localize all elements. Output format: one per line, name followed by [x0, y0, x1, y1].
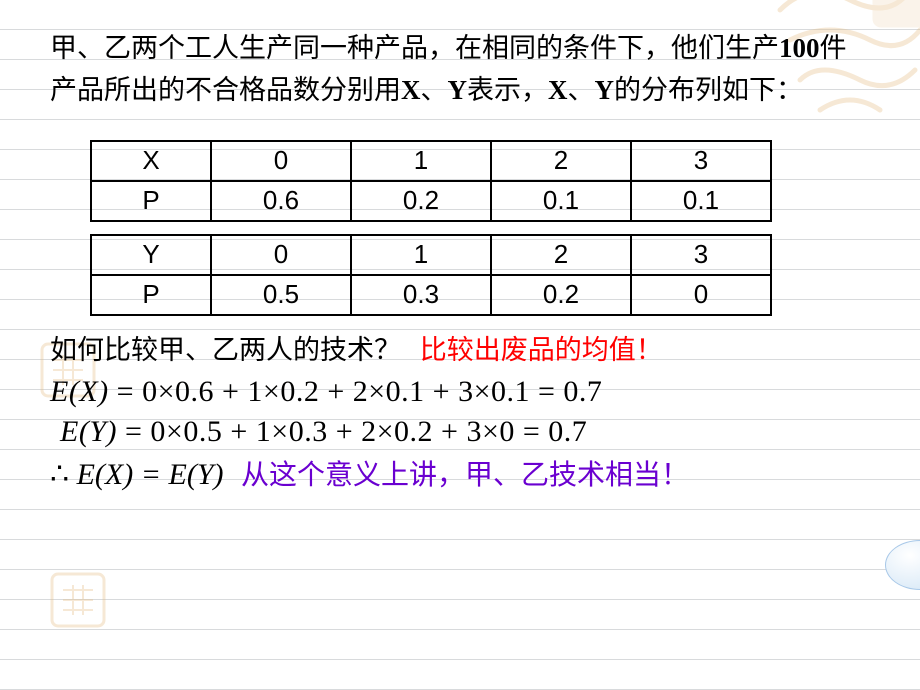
- cell: 2: [491, 141, 631, 181]
- cell: 0: [631, 275, 771, 315]
- conclusion-note: 从这个意义上讲，甲、乙技术相当！: [241, 460, 689, 491]
- var-y2: Y: [595, 75, 615, 105]
- question-line: 如何比较甲、乙两人的技术？ 比较出废品的均值！: [50, 328, 870, 367]
- cell: 0.1: [491, 181, 631, 221]
- cell: 0.6: [211, 181, 351, 221]
- cell: 0.2: [491, 275, 631, 315]
- var-y: Y: [448, 75, 468, 105]
- conclusion-line: ∴ E(X) = E(Y) 从这个意义上讲，甲、乙技术相当！: [50, 453, 870, 493]
- cell: 3: [631, 141, 771, 181]
- distribution-table-y: Y 0 1 2 3 P 0.5 0.3 0.2 0: [90, 234, 772, 316]
- sep2: 、: [568, 75, 595, 105]
- problem-statement: 甲、乙两个工人生产同一种产品，在相同的条件下，他们生产100件产品所出的不合格品…: [50, 28, 870, 112]
- sep1: 、: [421, 75, 448, 105]
- distribution-table-x: X 0 1 2 3 P 0.6 0.2 0.1 0.1: [90, 140, 772, 222]
- problem-text-3: 表示，: [467, 75, 548, 105]
- cell: 0.3: [351, 275, 491, 315]
- cell: 1: [351, 141, 491, 181]
- question-red: 比较出废品的均值！: [420, 335, 663, 365]
- table-row: P 0.5 0.3 0.2 0: [91, 275, 771, 315]
- question-black: 如何比较甲、乙两人的技术？: [50, 335, 401, 365]
- cell-x-var: X: [91, 141, 211, 181]
- problem-text-4: 的分布列如下：: [614, 75, 803, 105]
- cell-x-p: P: [91, 181, 211, 221]
- cell: 0: [211, 235, 351, 275]
- formula-ey: E(Y) = 0×0.5 + 1×0.3 + 2×0.2 + 3×0 = 0.7: [60, 415, 870, 449]
- cell: 0: [211, 141, 351, 181]
- problem-text-1: 甲、乙两个工人生产同一种产品，在相同的条件下，他们生产: [50, 33, 779, 63]
- table-row: Y 0 1 2 3: [91, 235, 771, 275]
- cell-y-var: Y: [91, 235, 211, 275]
- count-100: 100: [779, 33, 820, 63]
- cell: 0.5: [211, 275, 351, 315]
- cell: 0.1: [631, 181, 771, 221]
- therefore-symbol: ∴: [50, 458, 69, 491]
- cell-y-p: P: [91, 275, 211, 315]
- table-row: P 0.6 0.2 0.1 0.1: [91, 181, 771, 221]
- cell: 1: [351, 235, 491, 275]
- var-x: X: [401, 75, 421, 105]
- formula-ex: E(X) = 0×0.6 + 1×0.2 + 2×0.1 + 3×0.1 = 0…: [50, 375, 870, 409]
- cell: 3: [631, 235, 771, 275]
- cell: 2: [491, 235, 631, 275]
- slide-content: 甲、乙两个工人生产同一种产品，在相同的条件下，他们生产100件产品所出的不合格品…: [0, 0, 920, 493]
- seal-stamp-2: [48, 570, 108, 630]
- table-row: X 0 1 2 3: [91, 141, 771, 181]
- var-x2: X: [548, 75, 568, 105]
- cell: 0.2: [351, 181, 491, 221]
